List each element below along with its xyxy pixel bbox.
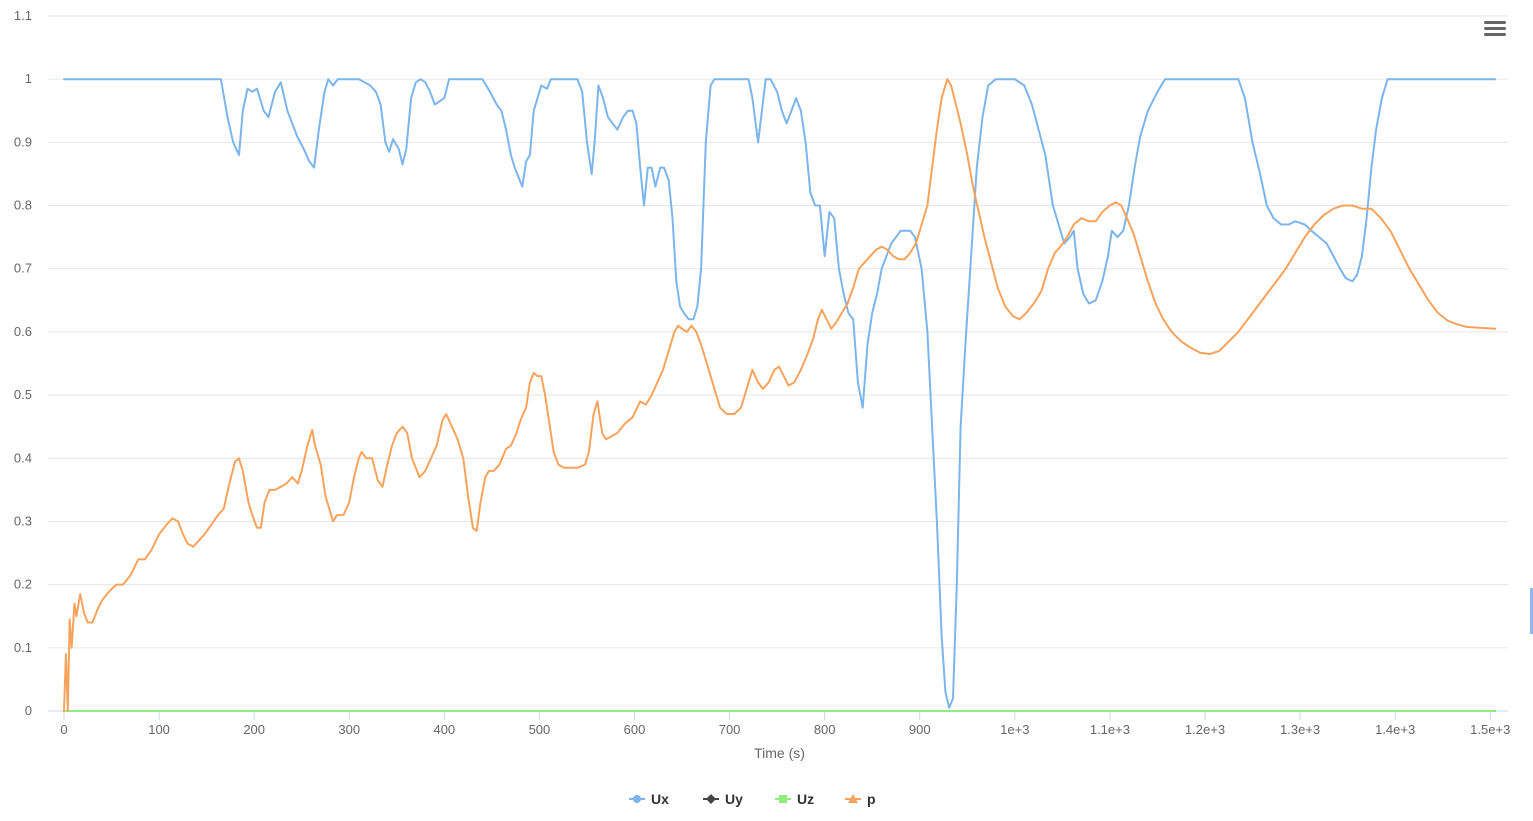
- legend-label-ux: Ux: [651, 791, 669, 807]
- y-tick-label: 0.6: [14, 324, 32, 339]
- y-tick-label: 1.1: [14, 8, 32, 23]
- y-tick-label: 0: [25, 703, 32, 718]
- menu-bar-middle: [1484, 27, 1506, 30]
- x-tick-label: 600: [624, 722, 646, 737]
- x-tick-label: 1.5e+3: [1470, 722, 1510, 737]
- y-tick-label: 0.7: [14, 261, 32, 276]
- x-tick-label: 1.1e+3: [1090, 722, 1130, 737]
- x-tick-label: 100: [148, 722, 170, 737]
- y-tick-label: 0.9: [14, 134, 32, 149]
- legend-marker-diamond: [706, 794, 716, 804]
- y-tick-label: 0.5: [14, 387, 32, 402]
- scroll-edge-indicator: [1530, 588, 1533, 634]
- y-tick-label: 0.8: [14, 198, 32, 213]
- y-tick-label: 1: [25, 71, 32, 86]
- x-tick-label: 900: [909, 722, 931, 737]
- x-tick-label: 500: [529, 722, 551, 737]
- menu-bar-top: [1484, 21, 1506, 24]
- legend-marker-circle: [633, 795, 641, 803]
- x-tick-label: 200: [243, 722, 265, 737]
- x-tick-label: 1.2e+3: [1185, 722, 1225, 737]
- y-tick-label: 0.1: [14, 640, 32, 655]
- x-tick-label: 1.4e+3: [1375, 722, 1415, 737]
- legend-label-p: p: [867, 791, 876, 807]
- x-tick-label: 0: [60, 722, 67, 737]
- series-line-ux: [63, 78, 1496, 709]
- y-tick-label: 0.3: [14, 513, 32, 528]
- legend-label-uz: Uz: [797, 791, 814, 807]
- y-tick-label: 0.4: [14, 450, 32, 465]
- legend-marker-triangle: [848, 794, 858, 803]
- hamburger-menu-icon[interactable]: [1480, 18, 1510, 44]
- x-tick-label: 400: [433, 722, 455, 737]
- menu-bar-bottom: [1484, 33, 1506, 36]
- x-tick-label: 300: [338, 722, 360, 737]
- y-tick-label: 0.2: [14, 577, 32, 592]
- x-tick-label: 1.3e+3: [1280, 722, 1320, 737]
- x-axis-title: Time (s): [754, 745, 805, 761]
- x-tick-label: 1e+3: [1000, 722, 1029, 737]
- x-tick-label: 700: [719, 722, 741, 737]
- x-tick-label: 800: [814, 722, 836, 737]
- legend-marker-square: [779, 795, 787, 803]
- legend-label-uy: Uy: [725, 791, 743, 807]
- series-line-p: [63, 78, 1496, 712]
